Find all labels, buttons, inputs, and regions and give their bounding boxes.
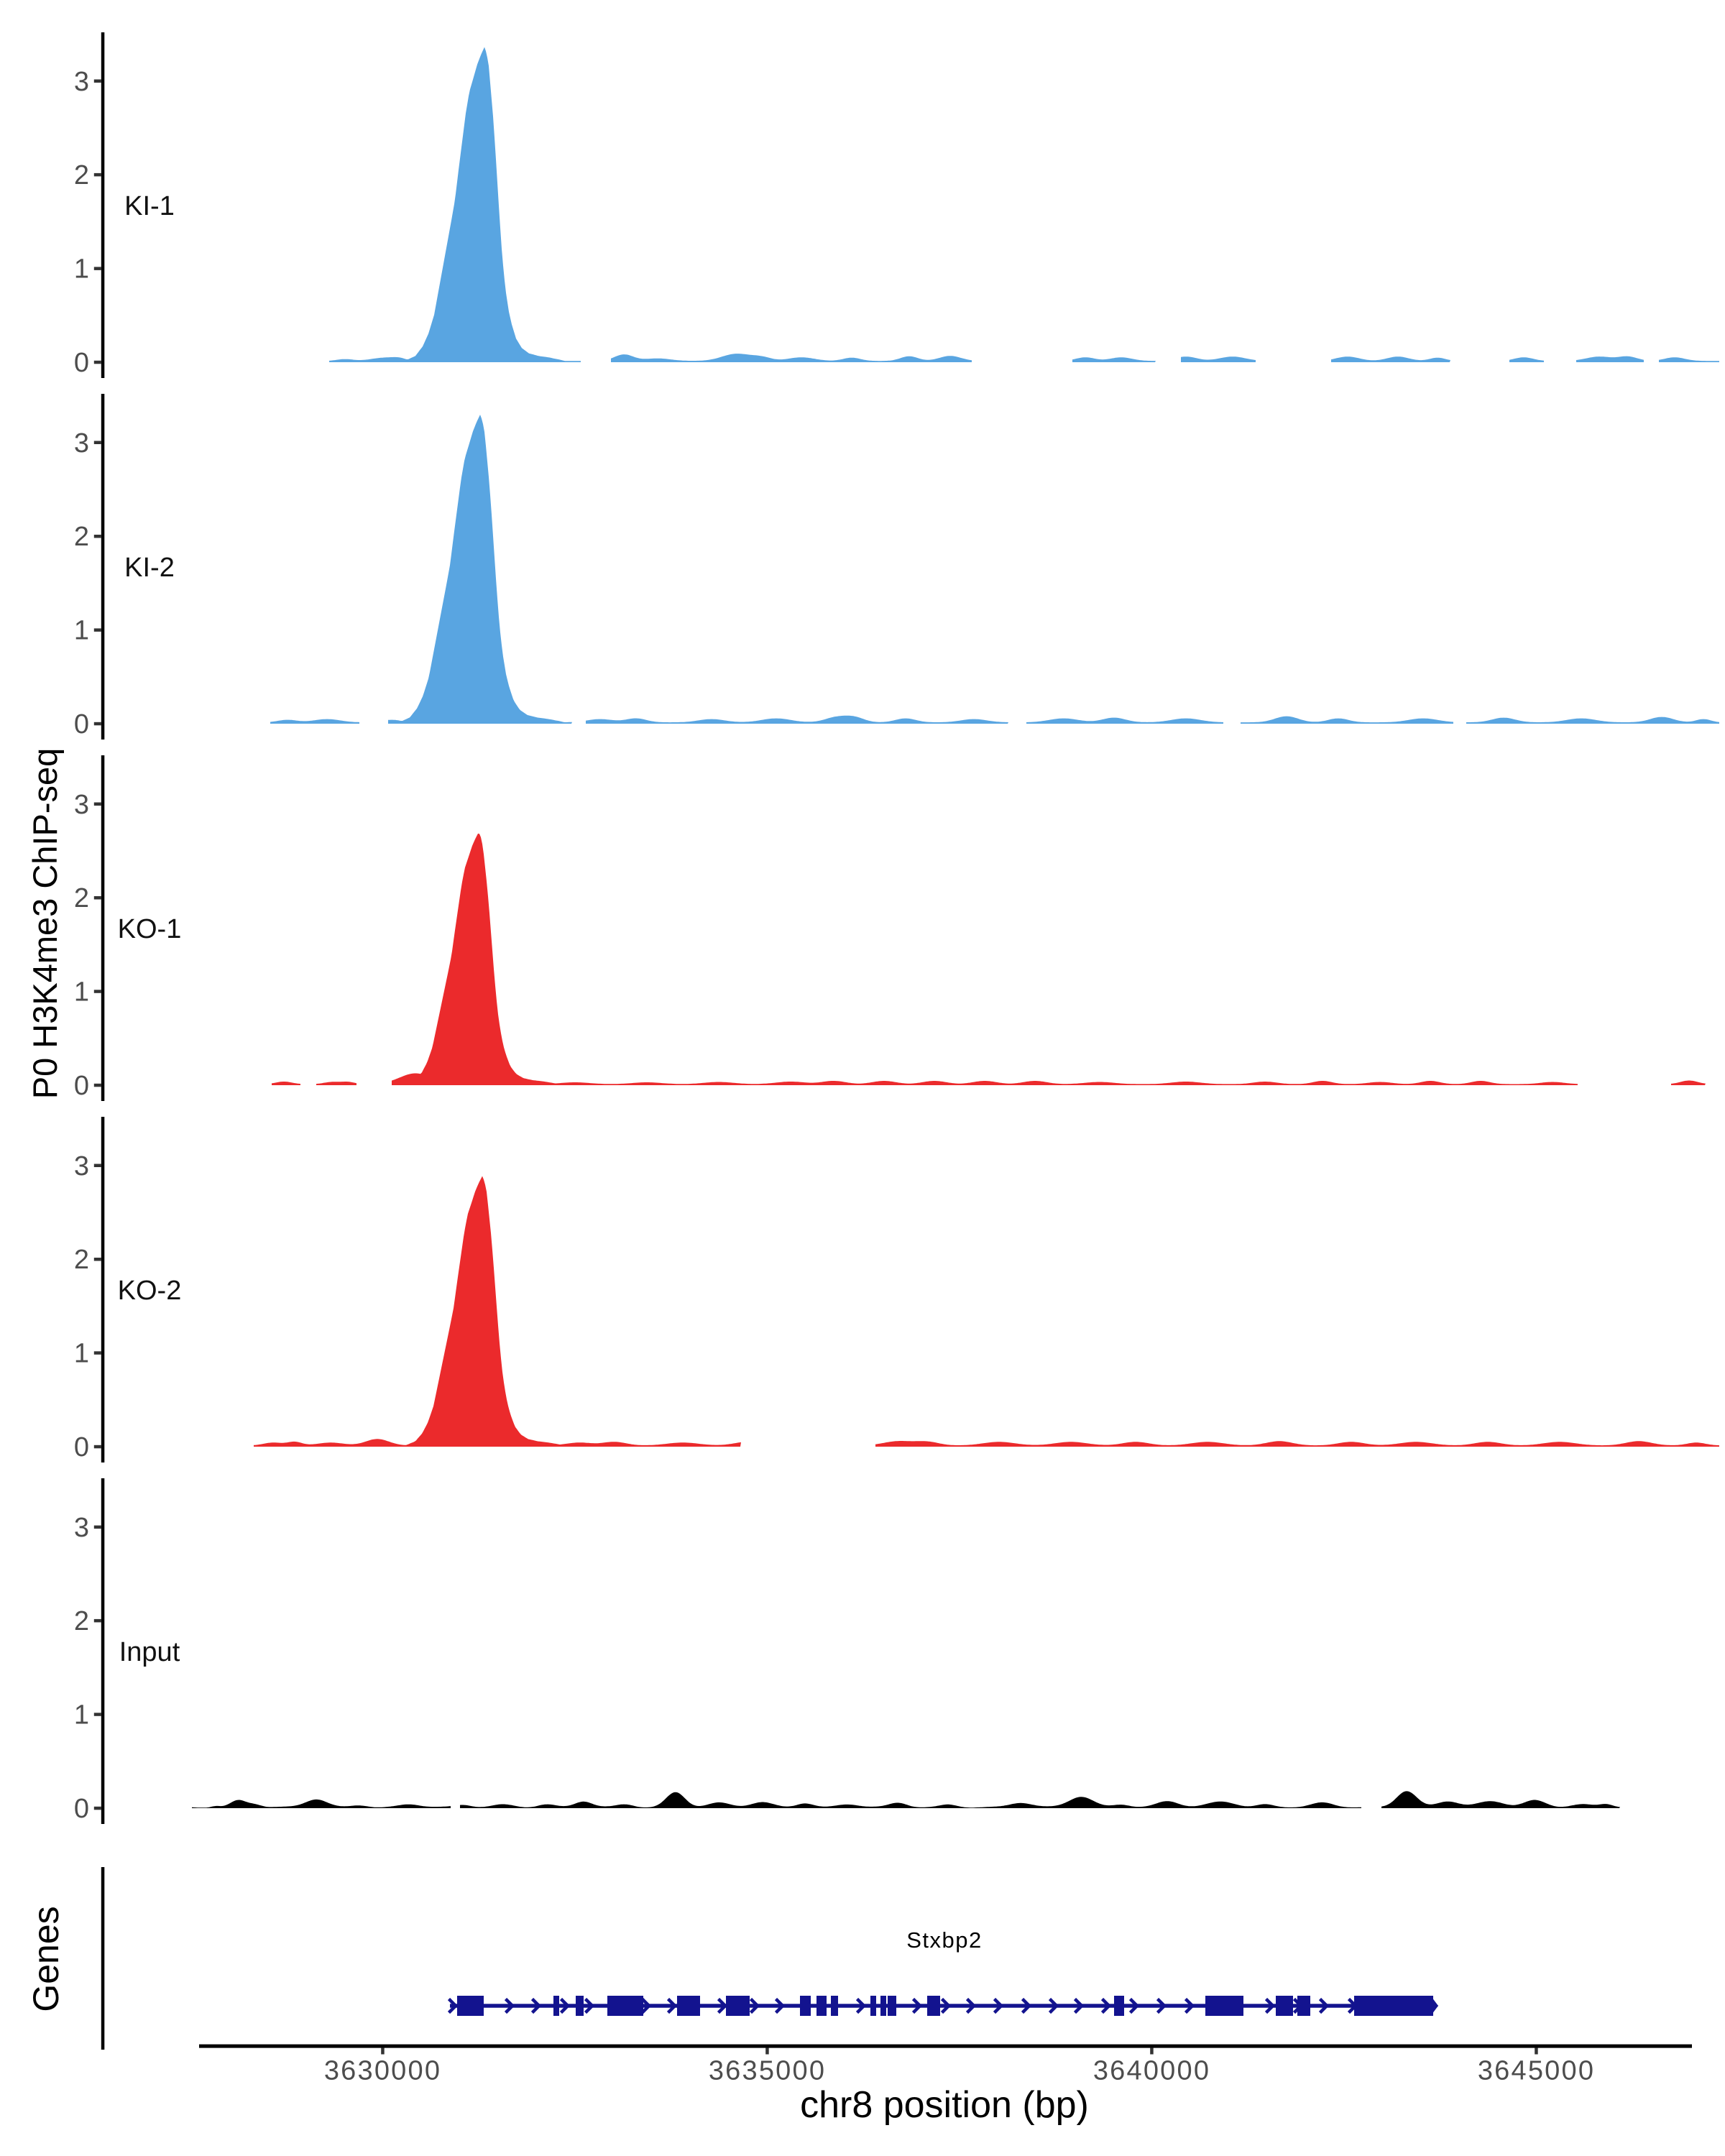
svg-text:KO-1: KO-1	[118, 914, 182, 944]
svg-text:3: 3	[74, 1513, 89, 1543]
svg-text:3635000: 3635000	[709, 2056, 826, 2086]
svg-text:chr8 position (bp): chr8 position (bp)	[800, 2084, 1089, 2126]
svg-text:KO-2: KO-2	[118, 1276, 182, 1306]
svg-text:KI-2: KI-2	[124, 553, 175, 583]
svg-text:2: 2	[74, 883, 89, 913]
svg-text:0: 0	[74, 1794, 89, 1824]
svg-text:3630000: 3630000	[324, 2056, 441, 2086]
svg-text:1: 1	[74, 977, 89, 1008]
svg-text:0: 0	[74, 348, 89, 378]
svg-text:2: 2	[74, 1245, 89, 1275]
svg-text:Genes: Genes	[26, 1906, 66, 2012]
svg-text:2: 2	[74, 160, 89, 190]
svg-text:3: 3	[74, 1151, 89, 1181]
svg-text:1: 1	[74, 1339, 89, 1369]
svg-text:3: 3	[74, 428, 89, 459]
svg-text:3640000: 3640000	[1093, 2056, 1210, 2086]
svg-text:1: 1	[74, 616, 89, 646]
svg-text:1: 1	[74, 254, 89, 285]
svg-text:Input: Input	[119, 1637, 180, 1667]
svg-text:2: 2	[74, 1606, 89, 1636]
svg-text:1: 1	[74, 1700, 89, 1731]
svg-text:0: 0	[74, 1071, 89, 1101]
svg-text:3: 3	[74, 67, 89, 97]
svg-text:3: 3	[74, 790, 89, 820]
svg-text:0: 0	[74, 1432, 89, 1462]
svg-text:2: 2	[74, 522, 89, 552]
svg-text:KI-1: KI-1	[124, 191, 175, 221]
svg-text:Stxbp2: Stxbp2	[906, 1927, 983, 1953]
svg-text:3645000: 3645000	[1478, 2056, 1595, 2086]
svg-text:0: 0	[74, 709, 89, 740]
svg-text:P0 H3K4me3 ChIP-seq: P0 H3K4me3 ChIP-seq	[26, 748, 64, 1100]
